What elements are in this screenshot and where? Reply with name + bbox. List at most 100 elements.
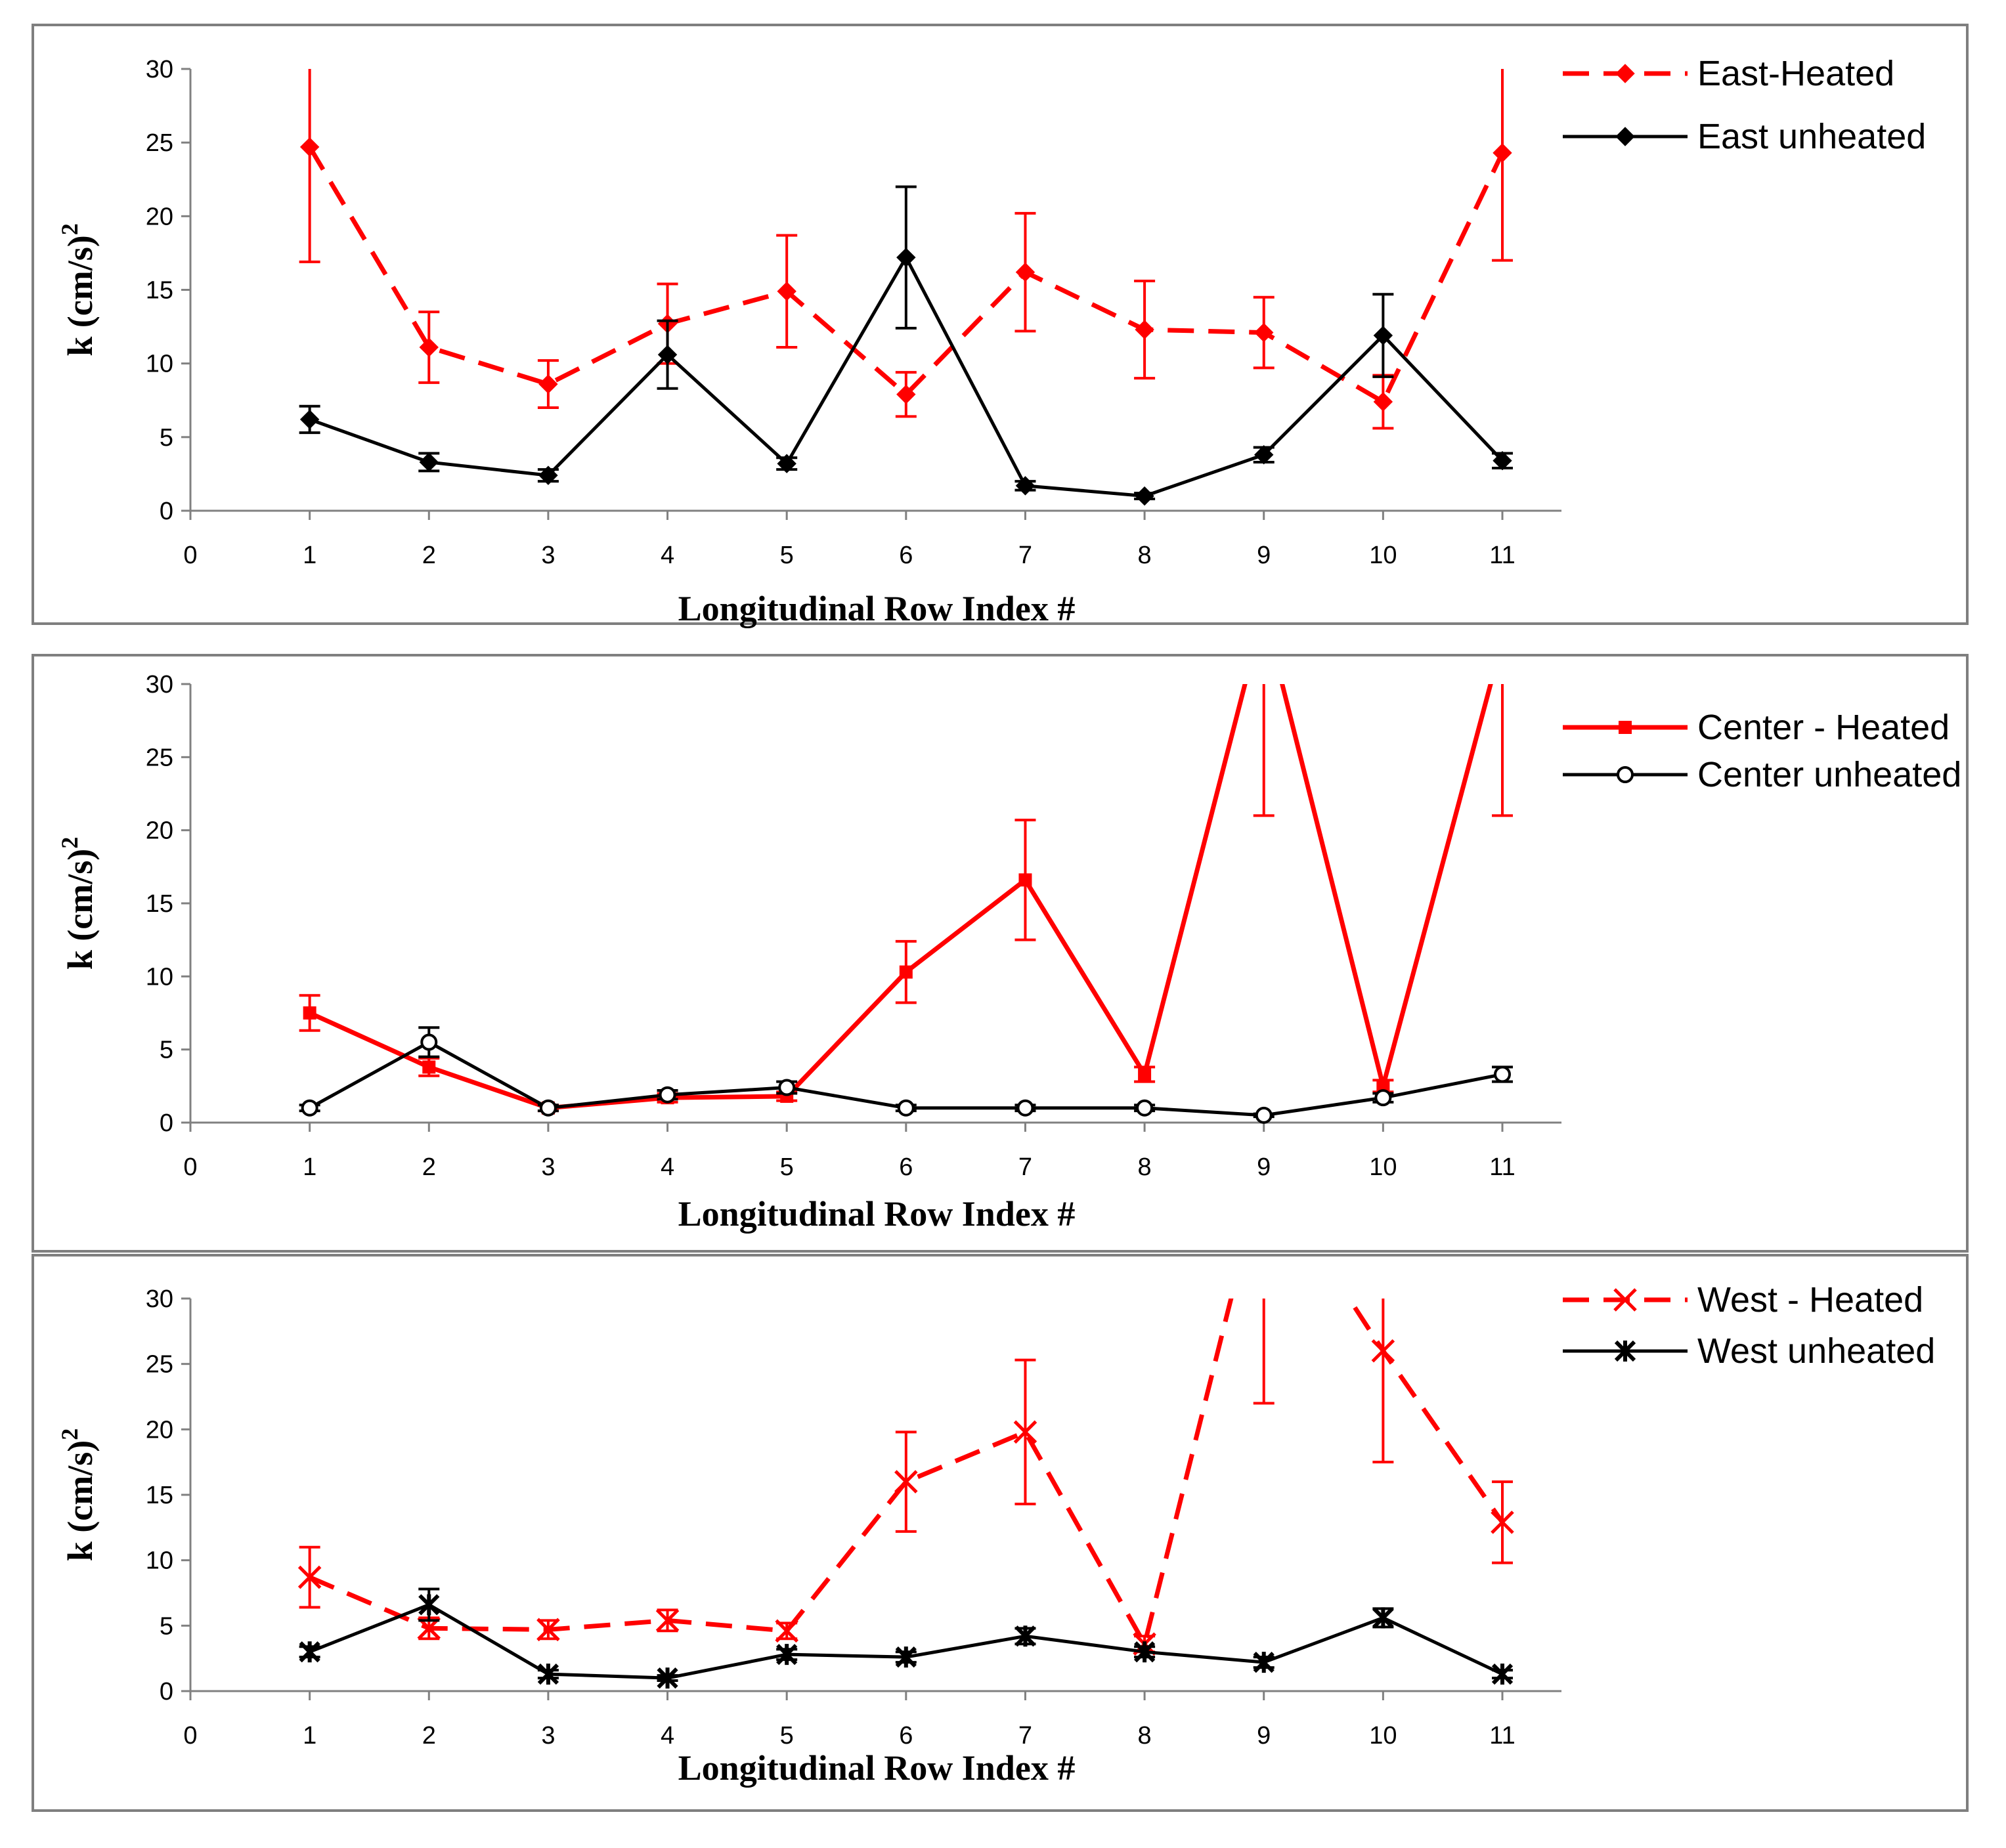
marker-stroke xyxy=(1013,1420,1037,1444)
data-point xyxy=(899,965,913,979)
x-tick-label: 5 xyxy=(780,1722,794,1750)
data-point xyxy=(418,1594,440,1616)
data-point xyxy=(1374,1089,1392,1107)
marker-stroke xyxy=(894,1470,918,1493)
error-bar xyxy=(1492,684,1513,817)
y-axis-title: k (cm/s)2 xyxy=(56,223,100,356)
x-tick-label: 2 xyxy=(422,1722,436,1750)
x-tick-label: 6 xyxy=(899,1153,913,1181)
data-point xyxy=(297,1565,322,1589)
y-tick-label: 20 xyxy=(146,203,173,230)
x-tick-label: 5 xyxy=(780,1153,794,1181)
x-tick-label: 1 xyxy=(303,1153,316,1181)
plot-area xyxy=(299,69,1513,506)
data-point xyxy=(1494,1065,1511,1083)
y-tick-label: 20 xyxy=(146,817,173,845)
x-tick-label: 0 xyxy=(183,1722,197,1750)
x-tick-label: 3 xyxy=(541,1153,555,1181)
data-point xyxy=(655,1608,680,1633)
data-point xyxy=(538,374,558,394)
marker-stroke xyxy=(297,1565,322,1589)
x-tick-label: 4 xyxy=(661,542,674,569)
series-line xyxy=(309,684,1493,1111)
data-point xyxy=(777,454,796,473)
data-point xyxy=(299,410,320,429)
data-point xyxy=(897,1099,915,1117)
y-tick-label: 10 xyxy=(146,1547,173,1575)
data-point xyxy=(896,247,916,267)
y-tick-label: 30 xyxy=(146,1285,173,1313)
data-point xyxy=(1491,1663,1514,1685)
x-tick-label: 2 xyxy=(422,542,436,569)
legend-marker xyxy=(1615,64,1635,83)
data-point xyxy=(303,1006,316,1020)
data-point xyxy=(1373,326,1393,345)
plot-area xyxy=(297,1299,1514,1689)
marker-stroke xyxy=(775,1619,798,1643)
data-point xyxy=(1496,634,1509,647)
y-tick-label: 10 xyxy=(146,351,173,378)
x-tick-label: 11 xyxy=(1489,1153,1515,1181)
data-point xyxy=(539,1099,557,1117)
x-tick-label: 4 xyxy=(661,1153,674,1181)
data-point xyxy=(1254,322,1274,343)
data-point xyxy=(1253,1652,1275,1673)
legend-marker xyxy=(1619,721,1632,734)
y-tick-label: 0 xyxy=(160,1109,173,1137)
data-point xyxy=(1493,451,1512,471)
y-tick-label: 15 xyxy=(146,277,173,305)
data-point xyxy=(1371,1339,1395,1363)
panel-frame xyxy=(32,24,1969,625)
marker-stroke xyxy=(1491,1511,1514,1534)
legend-label: West - Heated xyxy=(1697,1280,1923,1320)
x-tick-label: 9 xyxy=(1257,1722,1271,1750)
data-point xyxy=(301,1099,318,1117)
panel-frame xyxy=(32,654,1969,1253)
data-point xyxy=(1016,1099,1034,1117)
x-tick-label: 10 xyxy=(1369,1722,1397,1750)
data-point xyxy=(1135,320,1154,339)
x-tick-label: 6 xyxy=(899,542,913,569)
y-tick-label: 20 xyxy=(146,1416,173,1444)
panel-frame xyxy=(32,1254,1969,1812)
data-point xyxy=(1015,262,1036,282)
y-axis-title-text: k (cm/s) xyxy=(60,849,100,970)
series-line xyxy=(307,146,1505,405)
data-point xyxy=(537,1663,559,1685)
data-point xyxy=(894,1470,918,1493)
data-point xyxy=(419,337,439,357)
legend-marker xyxy=(1614,1340,1636,1362)
x-tick-label: 11 xyxy=(1489,542,1515,569)
data-point xyxy=(420,1033,438,1051)
x-axis-title: Longitudinal Row Index # xyxy=(678,1194,1076,1234)
x-tick-label: 8 xyxy=(1138,542,1152,569)
x-tick-label: 5 xyxy=(780,542,794,569)
x-tick-label: 0 xyxy=(183,542,197,569)
data-point xyxy=(895,1646,917,1668)
legend-label: East-Heated xyxy=(1697,54,1894,93)
legend-marker xyxy=(1613,1288,1637,1312)
legend-entry-1: West - Heated xyxy=(1563,1280,1923,1320)
data-point xyxy=(419,452,439,472)
data-point xyxy=(1372,1607,1394,1629)
data-point xyxy=(1136,1099,1154,1117)
legend-label: Center unheated xyxy=(1697,755,1961,794)
x-tick-label: 8 xyxy=(1138,1722,1152,1750)
y-tick-label: 0 xyxy=(160,1678,173,1706)
x-tick-label: 9 xyxy=(1257,1153,1271,1181)
data-point xyxy=(1255,1106,1273,1124)
legend-entry-2: West unheated xyxy=(1563,1331,1935,1371)
data-point xyxy=(1015,476,1036,496)
error-bar xyxy=(1253,1299,1275,1405)
x-tick-label: 9 xyxy=(1257,542,1271,569)
x-tick-label: 2 xyxy=(422,1153,436,1181)
x-tick-label: 7 xyxy=(1018,542,1032,569)
data-point xyxy=(1491,1511,1514,1534)
y-axis-title-text: k (cm/s) xyxy=(60,1440,100,1561)
y-axis-title-superscript: 2 xyxy=(56,837,83,849)
data-point xyxy=(1138,1067,1152,1081)
y-axis-title: k (cm/s)2 xyxy=(56,1429,100,1561)
legend-entry-1: Center - Heated xyxy=(1563,708,1950,747)
legend-label: West unheated xyxy=(1697,1331,1935,1371)
x-tick-label: 1 xyxy=(303,542,316,569)
